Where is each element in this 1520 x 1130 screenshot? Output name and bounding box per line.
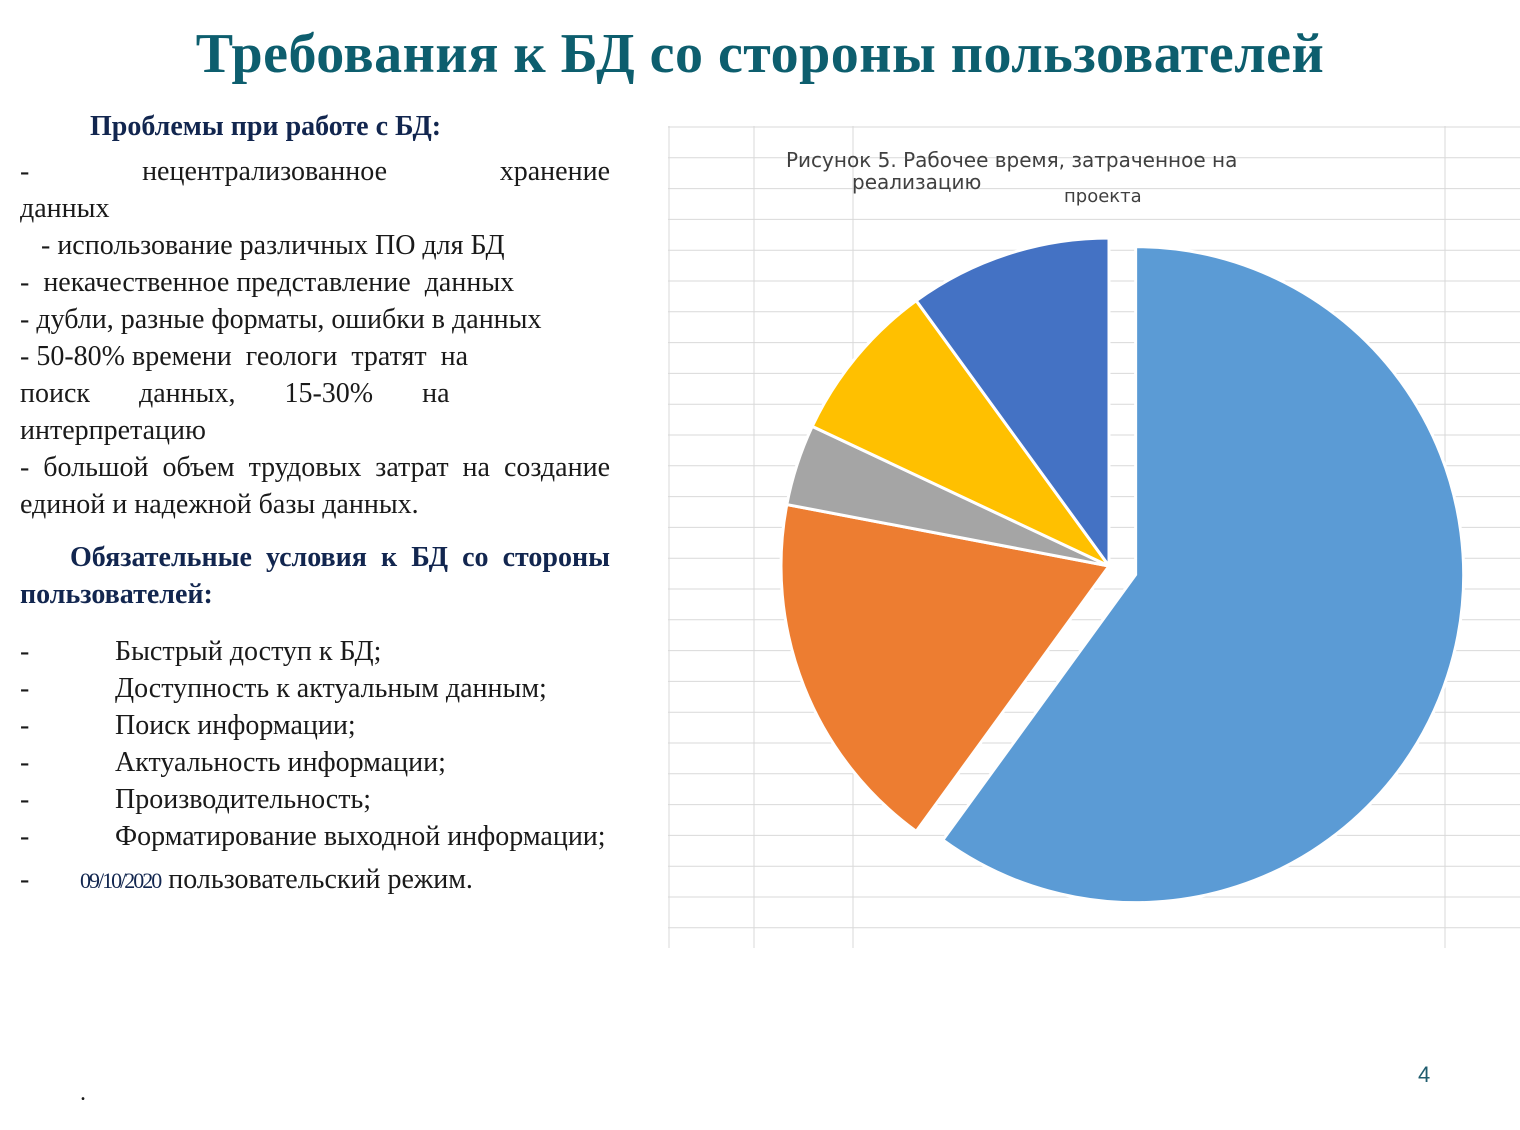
conditions-heading: Обязательные условия к БД со стороны пол… [20, 542, 610, 610]
list-dash: - [20, 864, 30, 895]
pie-slice-4 [914, 236, 1111, 571]
slide-title: Требования к БД со стороны пользователей [195, 23, 1325, 85]
problem-line-7: - большой объем трудовых затрат на созда… [20, 452, 610, 520]
list-item-text: Поиск информации; [115, 710, 356, 741]
list-item-text: Форматирование выходной информации; [115, 821, 606, 852]
date-footer: 09/10/2020 [80, 868, 162, 893]
problem-line-3: - некачественное представление данных [20, 267, 515, 298]
list-dash: - [20, 673, 30, 704]
list-item-text: пользовательский режим. [168, 864, 473, 895]
list-dash: - [20, 636, 30, 667]
list-item: - Производительность; [20, 781, 610, 818]
list-item-text: Быстрый доступ к БД; [115, 636, 382, 667]
list-item-text: Доступность к актуальным данным; [115, 673, 547, 704]
problem-line-2: - использование различных ПО для БД [20, 230, 505, 261]
conditions-list: - Быстрый доступ к БД; - Доступность к акт… [20, 633, 610, 899]
pie-slices [779, 236, 1466, 905]
chart-title-line-1: Рисунок 5. Рабочее время, затраченное на [786, 148, 1238, 172]
problem-line-4: - дубли, разные форматы, ошибки в данных [20, 304, 542, 335]
problem-line-1b: данных [20, 193, 110, 224]
pie-slice-1 [779, 502, 1112, 834]
list-item: - Актуальность информации; [20, 744, 610, 781]
pie-slice-0 [940, 245, 1466, 905]
list-item: - Поиск информации; [20, 707, 610, 744]
pie-chart: Рисунок 5. Рабочее время, затраченное на… [668, 126, 1520, 948]
problem-line-5: - 50-80% времени геологи тратят на [20, 341, 469, 372]
problem-line-6b: интерпретацию [20, 415, 206, 446]
chart-title-line-2: реализацию [852, 170, 982, 194]
list-item-text: Производительность; [115, 784, 372, 815]
list-dash: - [20, 784, 30, 815]
list-item-text: Актуальность информации; [115, 747, 446, 778]
list-dash: - [20, 747, 30, 778]
list-dash: - [20, 821, 30, 852]
list-item: - Форматирование выходной информации; [20, 818, 610, 855]
list-item: - Быстрый доступ к БД; [20, 633, 610, 670]
left-text-column: Проблемы при работе с БД: - нецентрализо… [20, 108, 610, 899]
problems-heading: Проблемы при работе с БД: [90, 111, 442, 142]
list-item: - Доступность к актуальным данным; [20, 670, 610, 707]
problem-line-6: поиск данных, 15-30% на [20, 378, 450, 409]
pie-slice-3 [810, 298, 1111, 568]
page-number: 4 [1418, 1062, 1431, 1087]
problem-line-1: - нецентрализованное хранение [20, 156, 610, 187]
list-dash: - [20, 710, 30, 741]
chart-svg [668, 126, 1520, 948]
chart-title-line-3: проекта [1064, 186, 1142, 207]
trailing-dot: . [80, 1080, 86, 1106]
list-item-last: - 09/10/2020 пользовательский режим. [20, 861, 610, 899]
